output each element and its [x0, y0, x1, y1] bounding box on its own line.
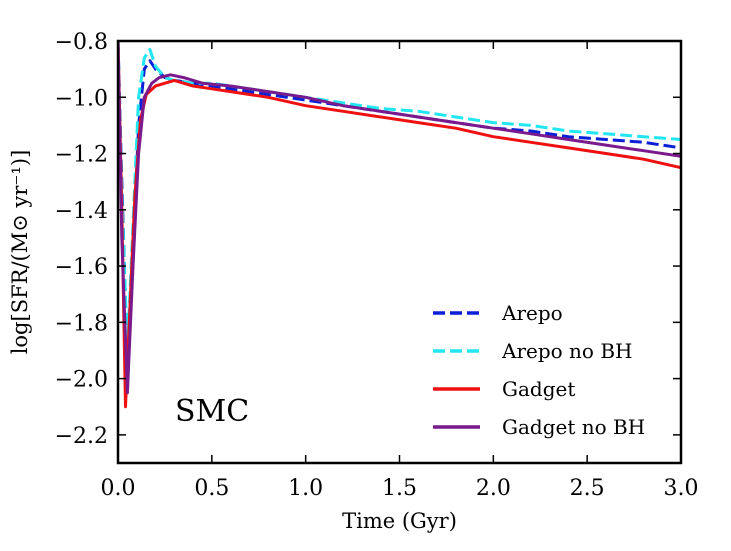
y-tick-label: −1.4 [55, 199, 108, 224]
ticks-layer: 0.0 0.5 1.0 1.5 2.0 2.5 3.0 −0.8 −1.0 −1.2 −1.4 −1.… [55, 30, 699, 501]
x-tick-label: 3.0 [664, 476, 699, 501]
y-axis-label: log[SFR/(M⊙ yr⁻¹)] [8, 150, 32, 355]
series-line-arepo [118, 41, 681, 366]
series-line-gadget-no-bh [118, 41, 681, 395]
legend-label: Arepo [501, 301, 563, 325]
y-tick-label: −1.0 [55, 86, 108, 111]
x-tick-label: 1.5 [382, 476, 417, 501]
series-line-gadget [118, 41, 681, 409]
legend-label: Gadget [502, 377, 575, 401]
y-tick-label: −2.2 [55, 424, 108, 449]
x-tick-label: 0.0 [101, 476, 136, 501]
series-layer [118, 41, 681, 409]
x-tick-label: 2.0 [476, 476, 511, 501]
y-tick-label: −1.6 [55, 255, 108, 280]
y-tick-label: −1.8 [55, 311, 108, 336]
x-axis-label: Time (Gyr) [342, 509, 457, 533]
legend-label: Gadget no BH [502, 415, 645, 439]
series-line-arepo-no-bh [118, 41, 681, 352]
y-tick-label: −2.0 [55, 368, 108, 393]
y-tick-label: −0.8 [55, 30, 108, 55]
legend: Arepo Arepo no BH Gadget Gadget no BH [433, 301, 645, 439]
x-tick-label: 0.5 [194, 476, 229, 501]
y-tick-label: −1.2 [55, 143, 108, 168]
panel-annotation: SMC [175, 394, 249, 429]
x-tick-label: 2.5 [570, 476, 605, 501]
x-tick-label: 1.0 [288, 476, 323, 501]
legend-label: Arepo no BH [501, 339, 632, 363]
